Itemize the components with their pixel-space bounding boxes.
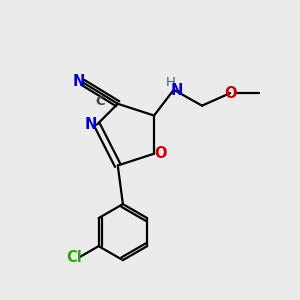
Text: Cl: Cl <box>66 250 82 266</box>
Text: O: O <box>224 85 237 100</box>
Text: H: H <box>166 76 176 89</box>
Text: N: N <box>73 74 85 89</box>
Text: C: C <box>95 95 105 108</box>
Text: O: O <box>154 146 167 161</box>
Text: N: N <box>85 117 97 132</box>
Text: N: N <box>170 83 183 98</box>
